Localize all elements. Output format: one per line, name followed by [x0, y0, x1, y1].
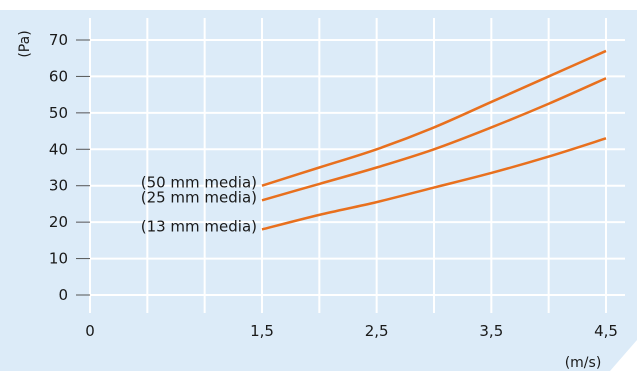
series-line [261, 49, 607, 187]
x-tick-label: 0 [85, 322, 95, 340]
y-axis-label: (Pa) [17, 30, 33, 57]
y-tick-label: 10 [49, 250, 68, 268]
y-tick-label: 0 [58, 286, 68, 304]
y-tick-label: 30 [49, 177, 68, 195]
series-label: (50 mm media) [141, 174, 257, 192]
series-line [261, 77, 607, 202]
x-tick-label: 1,5 [250, 322, 274, 340]
x-tick-label: 2,5 [365, 322, 389, 340]
series-label: (25 mm media) [141, 188, 257, 206]
x-axis-label: (m/s) [565, 355, 602, 371]
y-tick-label: 60 [49, 67, 68, 85]
y-tick-label: 70 [49, 31, 68, 49]
x-tick-label: 3,5 [479, 322, 503, 340]
y-tick-label: 40 [49, 140, 68, 158]
series-line [261, 137, 607, 231]
y-tick-label: 50 [49, 104, 68, 122]
x-tick-label: 4,5 [594, 322, 618, 340]
series-label: (13 mm media) [141, 217, 257, 235]
y-tick-label: 20 [49, 213, 68, 231]
